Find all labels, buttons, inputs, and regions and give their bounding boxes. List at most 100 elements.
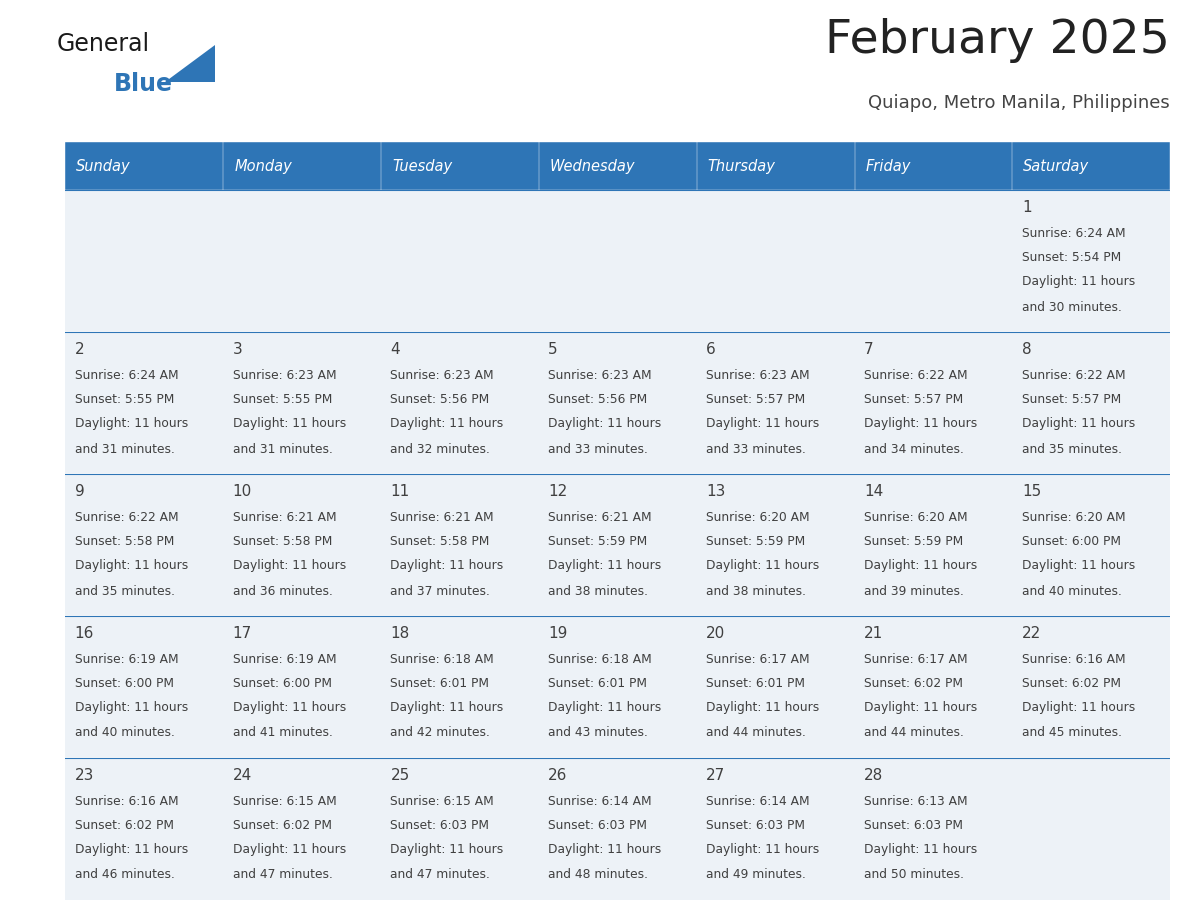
Text: and 46 minutes.: and 46 minutes. xyxy=(75,868,175,881)
Text: Daylight: 11 hours: Daylight: 11 hours xyxy=(706,559,820,572)
Text: and 35 minutes.: and 35 minutes. xyxy=(1022,442,1121,455)
Text: Sunset: 6:03 PM: Sunset: 6:03 PM xyxy=(706,819,805,832)
Text: Blue: Blue xyxy=(114,73,173,96)
Text: Sunrise: 6:16 AM: Sunrise: 6:16 AM xyxy=(1022,653,1125,666)
Text: and 45 minutes.: and 45 minutes. xyxy=(1022,726,1121,740)
Text: Sunset: 5:54 PM: Sunset: 5:54 PM xyxy=(1022,251,1121,264)
Text: Monday: Monday xyxy=(234,159,292,174)
Text: Sunrise: 6:24 AM: Sunrise: 6:24 AM xyxy=(1022,227,1125,240)
Text: 7: 7 xyxy=(864,341,873,357)
Text: and 38 minutes.: and 38 minutes. xyxy=(706,585,807,598)
Text: Daylight: 11 hours: Daylight: 11 hours xyxy=(549,843,662,856)
Text: 22: 22 xyxy=(1022,626,1041,641)
Text: 17: 17 xyxy=(233,626,252,641)
Text: Daylight: 11 hours: Daylight: 11 hours xyxy=(233,559,346,572)
Text: 28: 28 xyxy=(864,767,883,783)
Text: Sunset: 6:00 PM: Sunset: 6:00 PM xyxy=(233,677,331,689)
Text: 26: 26 xyxy=(549,767,568,783)
Text: Sunrise: 6:14 AM: Sunrise: 6:14 AM xyxy=(706,795,810,808)
Text: and 39 minutes.: and 39 minutes. xyxy=(864,585,963,598)
Text: Sunrise: 6:17 AM: Sunrise: 6:17 AM xyxy=(706,653,810,666)
Text: Friday: Friday xyxy=(866,159,911,174)
Text: Sunrise: 6:21 AM: Sunrise: 6:21 AM xyxy=(391,510,494,524)
Text: and 31 minutes.: and 31 minutes. xyxy=(75,442,175,455)
Text: General: General xyxy=(57,31,150,56)
Text: Sunset: 6:01 PM: Sunset: 6:01 PM xyxy=(391,677,489,689)
Text: Sunrise: 6:14 AM: Sunrise: 6:14 AM xyxy=(549,795,652,808)
Text: Daylight: 11 hours: Daylight: 11 hours xyxy=(1022,701,1135,714)
Text: Sunrise: 6:18 AM: Sunrise: 6:18 AM xyxy=(549,653,652,666)
Text: 10: 10 xyxy=(233,484,252,498)
Text: Sunrise: 6:21 AM: Sunrise: 6:21 AM xyxy=(549,510,652,524)
Text: and 40 minutes.: and 40 minutes. xyxy=(75,726,175,740)
Text: Daylight: 11 hours: Daylight: 11 hours xyxy=(706,417,820,431)
Text: Daylight: 11 hours: Daylight: 11 hours xyxy=(706,843,820,856)
Text: and 30 minutes.: and 30 minutes. xyxy=(1022,301,1121,314)
Text: Daylight: 11 hours: Daylight: 11 hours xyxy=(864,417,978,431)
Text: Sunset: 6:02 PM: Sunset: 6:02 PM xyxy=(75,819,173,832)
Text: Sunrise: 6:20 AM: Sunrise: 6:20 AM xyxy=(1022,510,1125,524)
Text: 23: 23 xyxy=(75,767,94,783)
Text: 15: 15 xyxy=(1022,484,1041,498)
Text: Sunrise: 6:23 AM: Sunrise: 6:23 AM xyxy=(391,369,494,382)
Text: 24: 24 xyxy=(233,767,252,783)
Text: 8: 8 xyxy=(1022,341,1031,357)
Text: and 50 minutes.: and 50 minutes. xyxy=(864,868,963,881)
Text: Sunrise: 6:19 AM: Sunrise: 6:19 AM xyxy=(233,653,336,666)
Text: Sunrise: 6:16 AM: Sunrise: 6:16 AM xyxy=(75,795,178,808)
Text: Sunset: 5:57 PM: Sunset: 5:57 PM xyxy=(864,393,963,406)
Text: Sunrise: 6:20 AM: Sunrise: 6:20 AM xyxy=(706,510,810,524)
Text: 3: 3 xyxy=(233,341,242,357)
Text: Sunrise: 6:22 AM: Sunrise: 6:22 AM xyxy=(864,369,967,382)
Text: and 42 minutes.: and 42 minutes. xyxy=(391,726,491,740)
Text: 1: 1 xyxy=(1022,200,1031,215)
Text: Sunset: 6:03 PM: Sunset: 6:03 PM xyxy=(391,819,489,832)
Text: Sunset: 5:56 PM: Sunset: 5:56 PM xyxy=(549,393,647,406)
Text: Daylight: 11 hours: Daylight: 11 hours xyxy=(391,701,504,714)
Text: Sunset: 6:03 PM: Sunset: 6:03 PM xyxy=(549,819,647,832)
Text: Daylight: 11 hours: Daylight: 11 hours xyxy=(1022,417,1135,431)
Text: Sunset: 6:00 PM: Sunset: 6:00 PM xyxy=(1022,535,1120,548)
Text: 25: 25 xyxy=(391,767,410,783)
Text: Sunrise: 6:21 AM: Sunrise: 6:21 AM xyxy=(233,510,336,524)
Text: 20: 20 xyxy=(706,626,726,641)
Text: 12: 12 xyxy=(549,484,568,498)
Text: and 44 minutes.: and 44 minutes. xyxy=(706,726,805,740)
Text: Sunset: 5:58 PM: Sunset: 5:58 PM xyxy=(391,535,489,548)
Text: Daylight: 11 hours: Daylight: 11 hours xyxy=(549,417,662,431)
Text: and 37 minutes.: and 37 minutes. xyxy=(391,585,491,598)
Text: 18: 18 xyxy=(391,626,410,641)
Text: Daylight: 11 hours: Daylight: 11 hours xyxy=(706,701,820,714)
Text: and 47 minutes.: and 47 minutes. xyxy=(233,868,333,881)
Text: Tuesday: Tuesday xyxy=(392,159,453,174)
Text: 6: 6 xyxy=(706,341,716,357)
Text: Sunset: 5:59 PM: Sunset: 5:59 PM xyxy=(706,535,805,548)
Text: Sunset: 5:57 PM: Sunset: 5:57 PM xyxy=(706,393,805,406)
Text: Saturday: Saturday xyxy=(1023,159,1089,174)
Text: 9: 9 xyxy=(75,484,84,498)
Text: and 44 minutes.: and 44 minutes. xyxy=(864,726,963,740)
Text: Sunrise: 6:13 AM: Sunrise: 6:13 AM xyxy=(864,795,967,808)
Text: Daylight: 11 hours: Daylight: 11 hours xyxy=(391,417,504,431)
Text: Daylight: 11 hours: Daylight: 11 hours xyxy=(391,559,504,572)
Text: and 34 minutes.: and 34 minutes. xyxy=(864,442,963,455)
Text: Daylight: 11 hours: Daylight: 11 hours xyxy=(864,701,978,714)
Text: February 2025: February 2025 xyxy=(826,17,1170,62)
Text: 4: 4 xyxy=(391,341,400,357)
Text: and 33 minutes.: and 33 minutes. xyxy=(706,442,805,455)
Text: 11: 11 xyxy=(391,484,410,498)
Text: and 43 minutes.: and 43 minutes. xyxy=(549,726,649,740)
Text: 16: 16 xyxy=(75,626,94,641)
Text: 14: 14 xyxy=(864,484,883,498)
Text: and 41 minutes.: and 41 minutes. xyxy=(233,726,333,740)
Text: 21: 21 xyxy=(864,626,883,641)
Text: Wednesday: Wednesday xyxy=(550,159,636,174)
Text: Sunday: Sunday xyxy=(76,159,131,174)
Text: and 38 minutes.: and 38 minutes. xyxy=(549,585,649,598)
Text: Daylight: 11 hours: Daylight: 11 hours xyxy=(391,843,504,856)
Text: Sunset: 6:01 PM: Sunset: 6:01 PM xyxy=(706,677,805,689)
Text: Sunrise: 6:22 AM: Sunrise: 6:22 AM xyxy=(75,510,178,524)
Text: 19: 19 xyxy=(549,626,568,641)
Text: Daylight: 11 hours: Daylight: 11 hours xyxy=(864,843,978,856)
Text: Quiapo, Metro Manila, Philippines: Quiapo, Metro Manila, Philippines xyxy=(868,95,1170,112)
